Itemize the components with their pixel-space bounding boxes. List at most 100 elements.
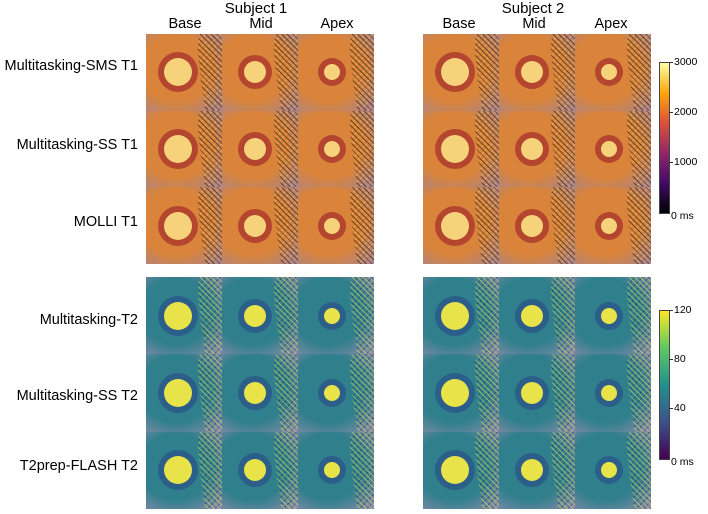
t2-mri-tile: [423, 354, 499, 432]
blood-pool: [600, 462, 617, 479]
blood-pool: [164, 134, 193, 163]
t2-mri-tile: [222, 431, 298, 509]
t2-mri-tile: [298, 431, 374, 509]
t2-colorbar-tick-120: 120: [674, 304, 692, 316]
t2-subject-2-image-grid: [423, 277, 651, 509]
t1-mri-tile: [222, 34, 298, 111]
t1-row-label-sms: Multitasking-SMS T1: [4, 58, 139, 74]
t2-mri-tile: [499, 277, 575, 355]
t2-mri-tile: [575, 431, 651, 509]
t1-mri-tile: [423, 110, 499, 188]
subject-1-title: Subject 1: [224, 0, 288, 17]
t2-colorbar-tickmark: [669, 359, 673, 360]
t1-colorbar-tick-0: 0 ms: [671, 210, 694, 222]
blood-pool: [323, 384, 340, 401]
blood-pool: [520, 137, 543, 160]
subject-2-col-apex: Apex: [594, 16, 628, 32]
blood-pool: [600, 140, 617, 157]
t1-mri-tile: [298, 187, 374, 264]
t2-mri-tile: [423, 431, 499, 509]
t2-row-label-flash: T2prep-FLASH T2: [19, 458, 138, 474]
subject-2-title: Subject 2: [501, 0, 565, 17]
t1-mri-tile: [146, 187, 222, 264]
t1-subject-1-image-grid: [146, 34, 374, 264]
t2-row-label-ss: Multitasking-SS T2: [16, 388, 138, 404]
t1-colorbar-tick-3000: 3000: [674, 56, 698, 68]
blood-pool: [441, 58, 470, 87]
blood-pool: [323, 307, 340, 324]
blood-pool: [600, 384, 617, 401]
t1-mri-tile: [423, 34, 499, 111]
t1-mri-tile: [146, 110, 222, 188]
blood-pool: [520, 459, 543, 482]
blood-pool: [164, 378, 193, 407]
t1-colorbar-tick-2000: 2000: [674, 106, 698, 118]
blood-pool: [323, 64, 340, 81]
t2-colorbar-tickmark: [669, 310, 673, 311]
blood-pool: [520, 61, 543, 84]
t1-colorbar: [659, 62, 670, 214]
t1-mri-tile: [298, 110, 374, 188]
blood-pool: [441, 456, 470, 485]
t2-mri-tile: [222, 354, 298, 432]
blood-pool: [164, 58, 193, 87]
subject-1-col-apex: Apex: [320, 16, 354, 32]
blood-pool: [323, 462, 340, 479]
t1-subject-2-image-grid: [423, 34, 651, 264]
t1-mri-tile: [575, 34, 651, 111]
blood-pool: [323, 217, 340, 234]
blood-pool: [243, 459, 266, 482]
t2-row-label-multitasking: Multitasking-T2: [39, 312, 138, 328]
t1-mri-tile: [499, 110, 575, 188]
blood-pool: [164, 456, 193, 485]
t1-mri-tile: [499, 34, 575, 111]
subject-1-col-base: Base: [168, 16, 202, 32]
blood-pool: [520, 304, 543, 327]
t1-colorbar-tickmark: [669, 162, 673, 163]
t2-colorbar-tickmark: [669, 408, 673, 409]
blood-pool: [323, 140, 340, 157]
blood-pool: [441, 378, 470, 407]
t2-mri-tile: [423, 277, 499, 355]
blood-pool: [441, 211, 470, 240]
blood-pool: [600, 64, 617, 81]
t2-mri-tile: [146, 431, 222, 509]
blood-pool: [441, 301, 470, 330]
subject-2-col-mid: Mid: [522, 16, 546, 32]
t2-mri-tile: [499, 354, 575, 432]
t2-mri-tile: [575, 277, 651, 355]
t1-mri-tile: [146, 34, 222, 111]
t2-mri-tile: [575, 354, 651, 432]
subject-1-col-mid: Mid: [249, 16, 273, 32]
blood-pool: [243, 137, 266, 160]
t2-subject-1-image-grid: [146, 277, 374, 509]
t1-colorbar-tick-1000: 1000: [674, 156, 698, 168]
t2-colorbar-tick-40: 40: [674, 402, 686, 414]
t2-colorbar-tick-0: 0 ms: [671, 456, 694, 468]
t1-mri-tile: [499, 187, 575, 264]
t1-row-label-molli: MOLLI T1: [73, 214, 138, 230]
t1-colorbar-tickmark: [669, 112, 673, 113]
t2-mri-tile: [146, 277, 222, 355]
blood-pool: [600, 217, 617, 234]
blood-pool: [243, 381, 266, 404]
blood-pool: [243, 304, 266, 327]
t1-mri-tile: [423, 187, 499, 264]
t2-colorbar: [659, 310, 670, 460]
t1-mri-tile: [222, 187, 298, 264]
t2-colorbar-tick-80: 80: [674, 353, 686, 365]
t2-mri-tile: [499, 431, 575, 509]
blood-pool: [243, 214, 266, 237]
blood-pool: [164, 211, 193, 240]
t1-row-label-ss: Multitasking-SS T1: [16, 137, 138, 153]
blood-pool: [441, 134, 470, 163]
t1-colorbar-tickmark: [669, 62, 673, 63]
blood-pool: [600, 307, 617, 324]
t1-mri-tile: [222, 110, 298, 188]
blood-pool: [520, 214, 543, 237]
subject-2-col-base: Base: [442, 16, 476, 32]
t2-mri-tile: [298, 354, 374, 432]
t2-mri-tile: [222, 277, 298, 355]
blood-pool: [243, 61, 266, 84]
blood-pool: [164, 301, 193, 330]
